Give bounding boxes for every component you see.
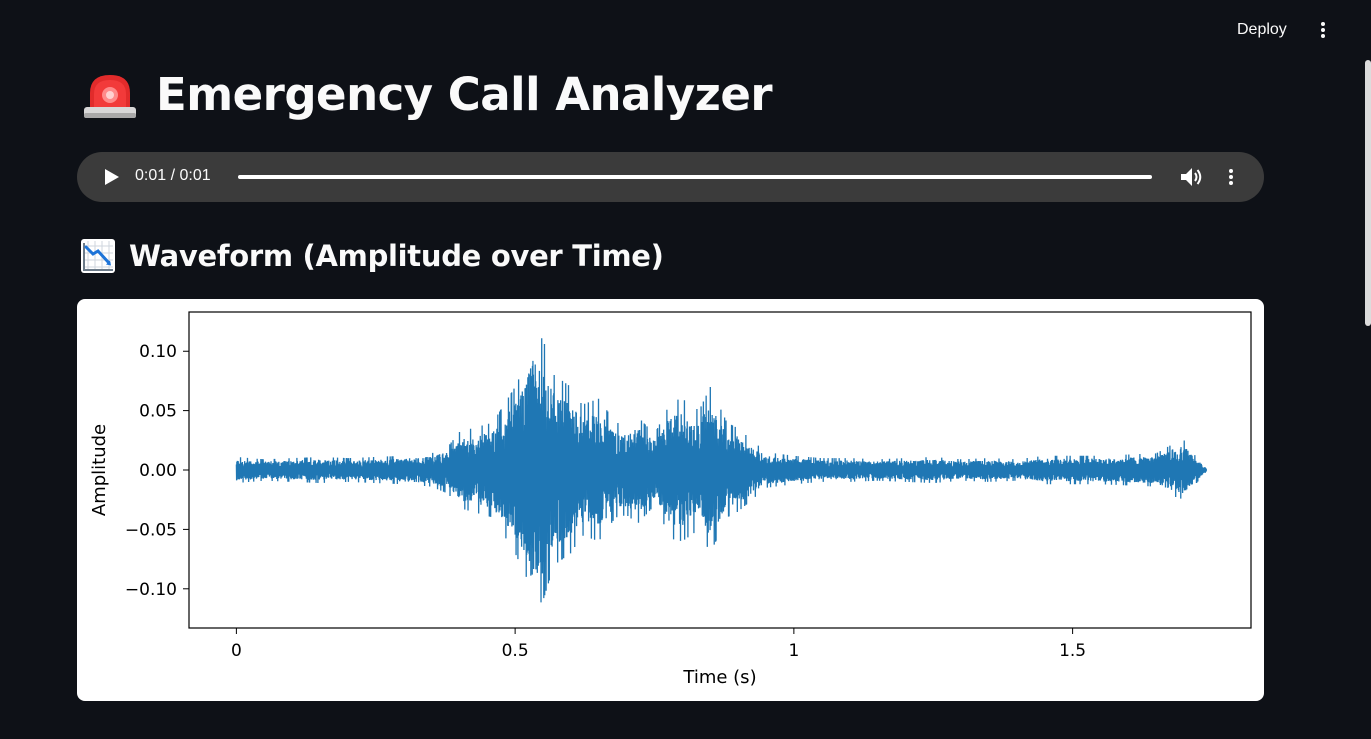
main-menu-kebab-icon[interactable] [1308, 14, 1338, 46]
audio-progress-bar[interactable] [238, 175, 1152, 179]
y-tick-label: 0.00 [139, 461, 177, 481]
waveform-chart-card: 0.10 0.05 0.00 −0.05 −0.10 0 0.5 1 1.5 Time (s)… [77, 299, 1264, 701]
waveform-section-title-text: Waveform (Amplitude over Time) [129, 239, 664, 273]
volume-icon[interactable] [1178, 165, 1204, 189]
police-siren-icon [84, 74, 136, 118]
x-tick-label: 1 [788, 641, 799, 661]
x-tick-label: 1.5 [1059, 641, 1086, 661]
y-tick-label: 0.10 [139, 342, 177, 362]
deploy-button[interactable]: Deploy [1226, 14, 1298, 46]
page-title-text: Emergency Call Analyzer [156, 68, 773, 121]
audio-options-kebab-icon[interactable] [1220, 164, 1242, 190]
y-tick-label: 0.05 [139, 402, 177, 422]
waveform-section-title: Waveform (Amplitude over Time) [80, 238, 664, 274]
app-header: Deploy [0, 0, 1371, 58]
y-axis-label: Amplitude [89, 424, 110, 516]
waveform-chart: 0.10 0.05 0.00 −0.05 −0.10 0 0.5 1 1.5 Time (s)… [89, 311, 1252, 688]
page-title: Emergency Call Analyzer [80, 68, 773, 121]
audio-time-label: 0:01 / 0:01 [135, 167, 211, 184]
play-icon[interactable] [100, 164, 124, 190]
scrollbar-thumb[interactable] [1365, 60, 1371, 326]
waveform-line [235, 338, 1208, 603]
y-tick-label: −0.05 [125, 520, 177, 540]
chart-decreasing-icon [81, 239, 115, 273]
x-tick-label: 0.5 [502, 641, 529, 661]
x-tick-label: 0 [231, 641, 242, 661]
y-tick-label: −0.10 [125, 580, 177, 600]
page-scrollbar[interactable] [1363, 0, 1371, 739]
x-axis-label: Time (s) [682, 667, 756, 688]
